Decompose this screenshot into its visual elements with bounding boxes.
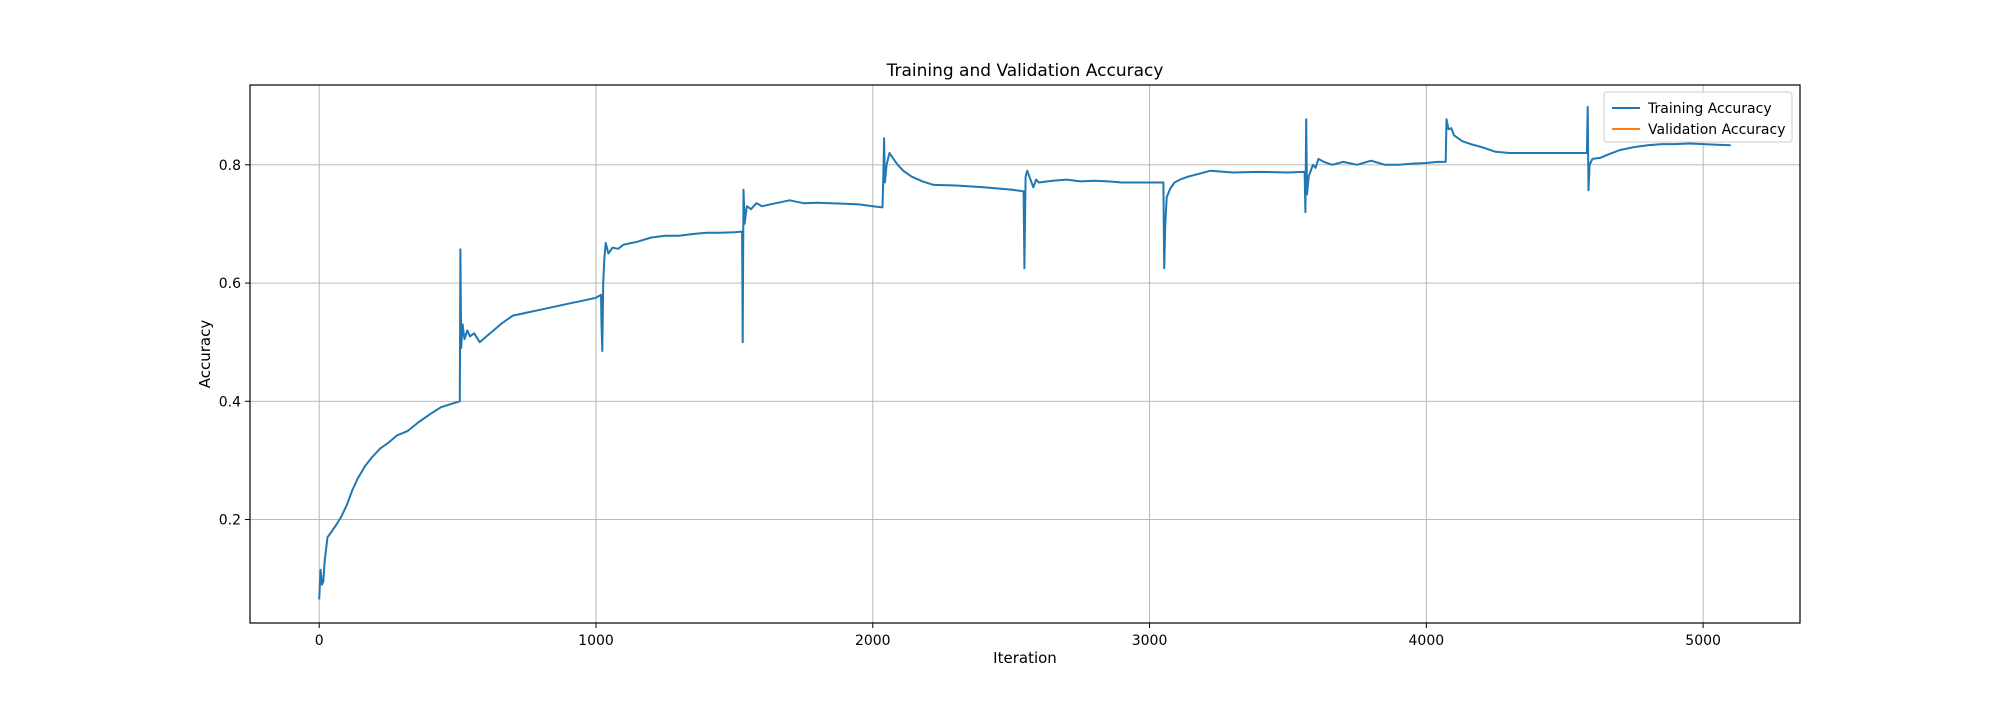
plot-frame [249,84,1801,624]
y-tick-label: 0.6 [219,276,241,292]
y-tick-label: 0.4 [219,394,241,410]
series-layer [318,105,1731,600]
x-tick-label: 4000 [1409,633,1445,649]
grid-layer [250,85,1800,623]
chart-title: Training and Validation Accuracy [886,61,1164,81]
ticks-layer: 0 1000 2000 3000 4000 5000 0.2 0.4 0.6 0.8 [219,158,1721,649]
x-tick-label: 2000 [855,633,891,649]
legend-entry-0: Training Accuracy [1647,101,1772,117]
x-tick-label: 1000 [578,633,614,649]
legend-entry-1: Validation Accuracy [1648,122,1786,138]
y-tick-label: 0.2 [219,513,241,529]
x-tick-label: 5000 [1685,633,1721,649]
legend-box [1603,91,1793,143]
x-axis-label: Iteration [993,649,1057,667]
x-tick-label: 0 [315,633,324,649]
series-line-0 [318,105,1731,600]
legend: Training Accuracy Validation Accuracy [1603,91,1793,143]
y-tick-label: 0.8 [219,158,241,174]
x-tick-label: 3000 [1132,633,1168,649]
y-axis-label: Accuracy [196,320,214,389]
